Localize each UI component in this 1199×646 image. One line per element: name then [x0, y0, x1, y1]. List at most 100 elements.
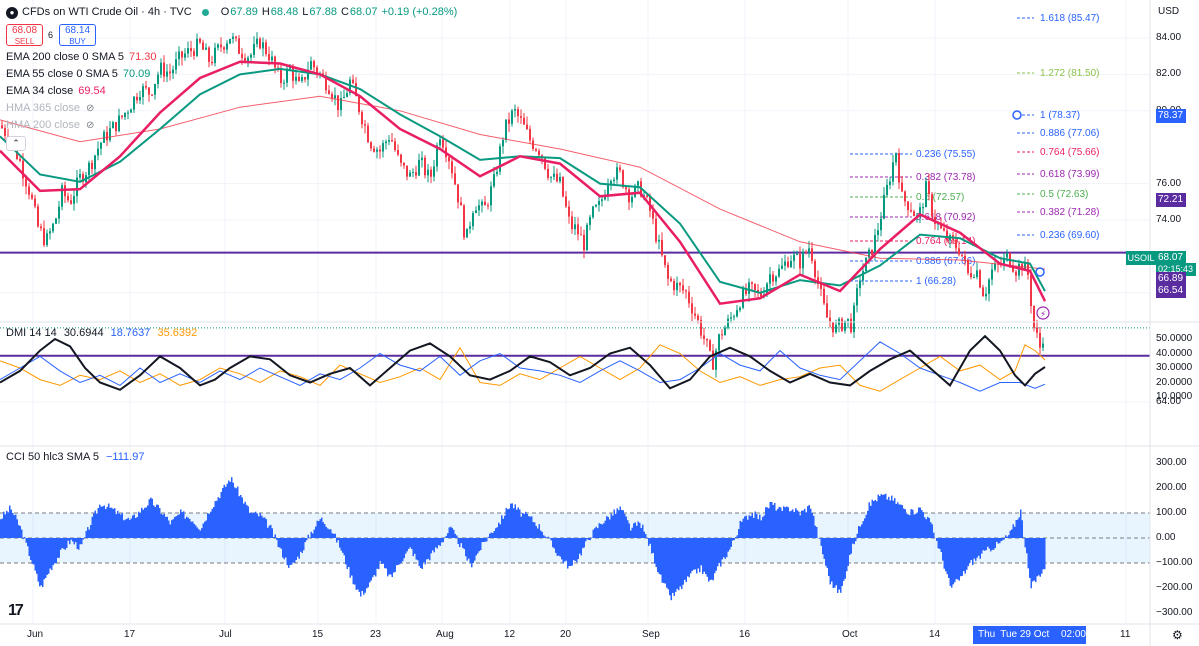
event-icon — [1036, 306, 1050, 320]
candle-body — [439, 139, 441, 146]
cci-bar — [667, 538, 669, 590]
cci-bar — [984, 538, 986, 551]
cci-bar — [990, 538, 992, 552]
cci-bar — [993, 538, 995, 550]
candle-body — [814, 260, 816, 278]
cci-bar — [361, 538, 363, 591]
cci-bar — [751, 513, 753, 538]
candle-body — [574, 224, 576, 230]
cci-bar — [919, 507, 921, 538]
candle-body — [712, 350, 714, 370]
buy-button[interactable]: 68.14 BUY — [59, 24, 97, 46]
candle-body — [496, 171, 498, 175]
cci-bar — [888, 496, 890, 538]
cci-tick-label: 300.00 — [1156, 457, 1187, 468]
cci-bar — [703, 538, 705, 572]
candle-body — [100, 142, 102, 149]
time-tick-label: 23 — [370, 629, 382, 640]
candle-body — [835, 324, 837, 333]
cci-bar — [270, 524, 272, 538]
cci-bar — [907, 514, 909, 538]
candle-body — [370, 142, 372, 149]
cci-bar — [117, 510, 119, 538]
cci-bar — [753, 517, 755, 538]
candle-body — [616, 167, 618, 180]
cci-bar — [903, 508, 905, 538]
candle-body — [841, 318, 843, 331]
candle-body — [430, 169, 432, 177]
indicator-ema200[interactable]: EMA 200 close 0 SMA 5 71.30 — [6, 49, 457, 66]
cci-bar — [322, 522, 324, 538]
cci-bar — [994, 538, 996, 548]
collapse-legend-button[interactable]: ⌃ — [6, 136, 26, 151]
cci-bar — [160, 513, 162, 538]
cci-bar — [231, 477, 233, 538]
cci-bar — [739, 520, 741, 538]
candle-body — [901, 182, 903, 192]
dmi-legend[interactable]: DMI 14 14 30.6944 18.7637 35.6392 — [6, 327, 197, 339]
cci-bar — [246, 504, 248, 538]
cci-bar — [51, 538, 53, 571]
cci-bar — [628, 523, 630, 538]
cci-bar — [912, 509, 914, 538]
cci-bar — [805, 512, 807, 538]
cci-bar — [31, 538, 33, 564]
cci-bar — [709, 538, 711, 580]
currency-selector[interactable]: USD — [1158, 6, 1180, 17]
candle-body — [286, 68, 288, 83]
cci-bar — [838, 538, 840, 590]
cci-bar — [162, 514, 164, 538]
cci-bar — [268, 525, 270, 538]
cci-bar — [706, 538, 708, 577]
cci-bar — [39, 538, 41, 587]
cci-bar — [717, 538, 719, 567]
cci-bar — [592, 529, 594, 538]
indicator-ema34[interactable]: EMA 34 close 69.54 — [6, 83, 457, 100]
candle-body — [181, 51, 183, 58]
candle-body — [250, 54, 252, 58]
cci-legend[interactable]: CCI 50 hlc3 SMA 5 −111.97 — [6, 451, 144, 463]
dmi-tick-label: 10.0000 — [1156, 391, 1193, 402]
cci-bar — [265, 519, 267, 538]
cci-bar — [436, 538, 438, 549]
indicator-ema55[interactable]: EMA 55 close 0 SMA 5 70.09 — [6, 66, 457, 83]
indicator-hma200[interactable]: HMA 200 close ⊘ — [6, 117, 457, 134]
cci-bar — [616, 508, 618, 538]
cci-bar — [610, 513, 612, 538]
candle-body — [442, 139, 444, 148]
eye-off-icon[interactable]: ⊘ — [85, 120, 95, 131]
cci-bar — [150, 497, 152, 538]
cci-bar — [849, 538, 851, 555]
fib-level-label: 0.236 (69.60) — [1040, 230, 1100, 241]
candle-body — [1042, 343, 1044, 348]
cci-bar — [681, 538, 683, 590]
cci-bar — [67, 538, 69, 541]
symbol-title[interactable]: CFDs on WTI Crude Oil · 4h · TVC — [22, 6, 192, 18]
cci-bar — [781, 510, 783, 538]
cci-bar — [846, 538, 848, 572]
cci-bar — [292, 538, 294, 563]
cci-bar — [712, 538, 714, 581]
cci-bar — [282, 538, 284, 558]
candle-body — [508, 119, 510, 124]
sell-button[interactable]: 68.08 SELL — [6, 24, 43, 46]
ohlc-low-value: 67.88 — [309, 6, 337, 18]
candle-body — [235, 36, 237, 39]
price-tick-label: 82.00 — [1156, 68, 1182, 80]
cci-bar — [132, 515, 134, 538]
cci-bar — [54, 538, 56, 564]
cci-bar — [27, 538, 29, 547]
cci-bar — [561, 538, 563, 560]
cci-bar — [532, 522, 534, 538]
indicator-name: EMA 200 close 0 SMA 5 — [6, 51, 125, 63]
cci-bar — [715, 538, 717, 571]
indicator-hma365[interactable]: HMA 365 close ⊘ — [6, 100, 457, 117]
gear-icon[interactable]: ⚙ — [1172, 628, 1183, 642]
cci-bar — [1024, 538, 1026, 548]
cci-bar — [22, 538, 24, 540]
eye-off-icon[interactable]: ⊘ — [85, 103, 95, 114]
candle-body — [823, 288, 825, 304]
cci-bar — [6, 510, 8, 538]
cci-bar — [250, 512, 252, 538]
